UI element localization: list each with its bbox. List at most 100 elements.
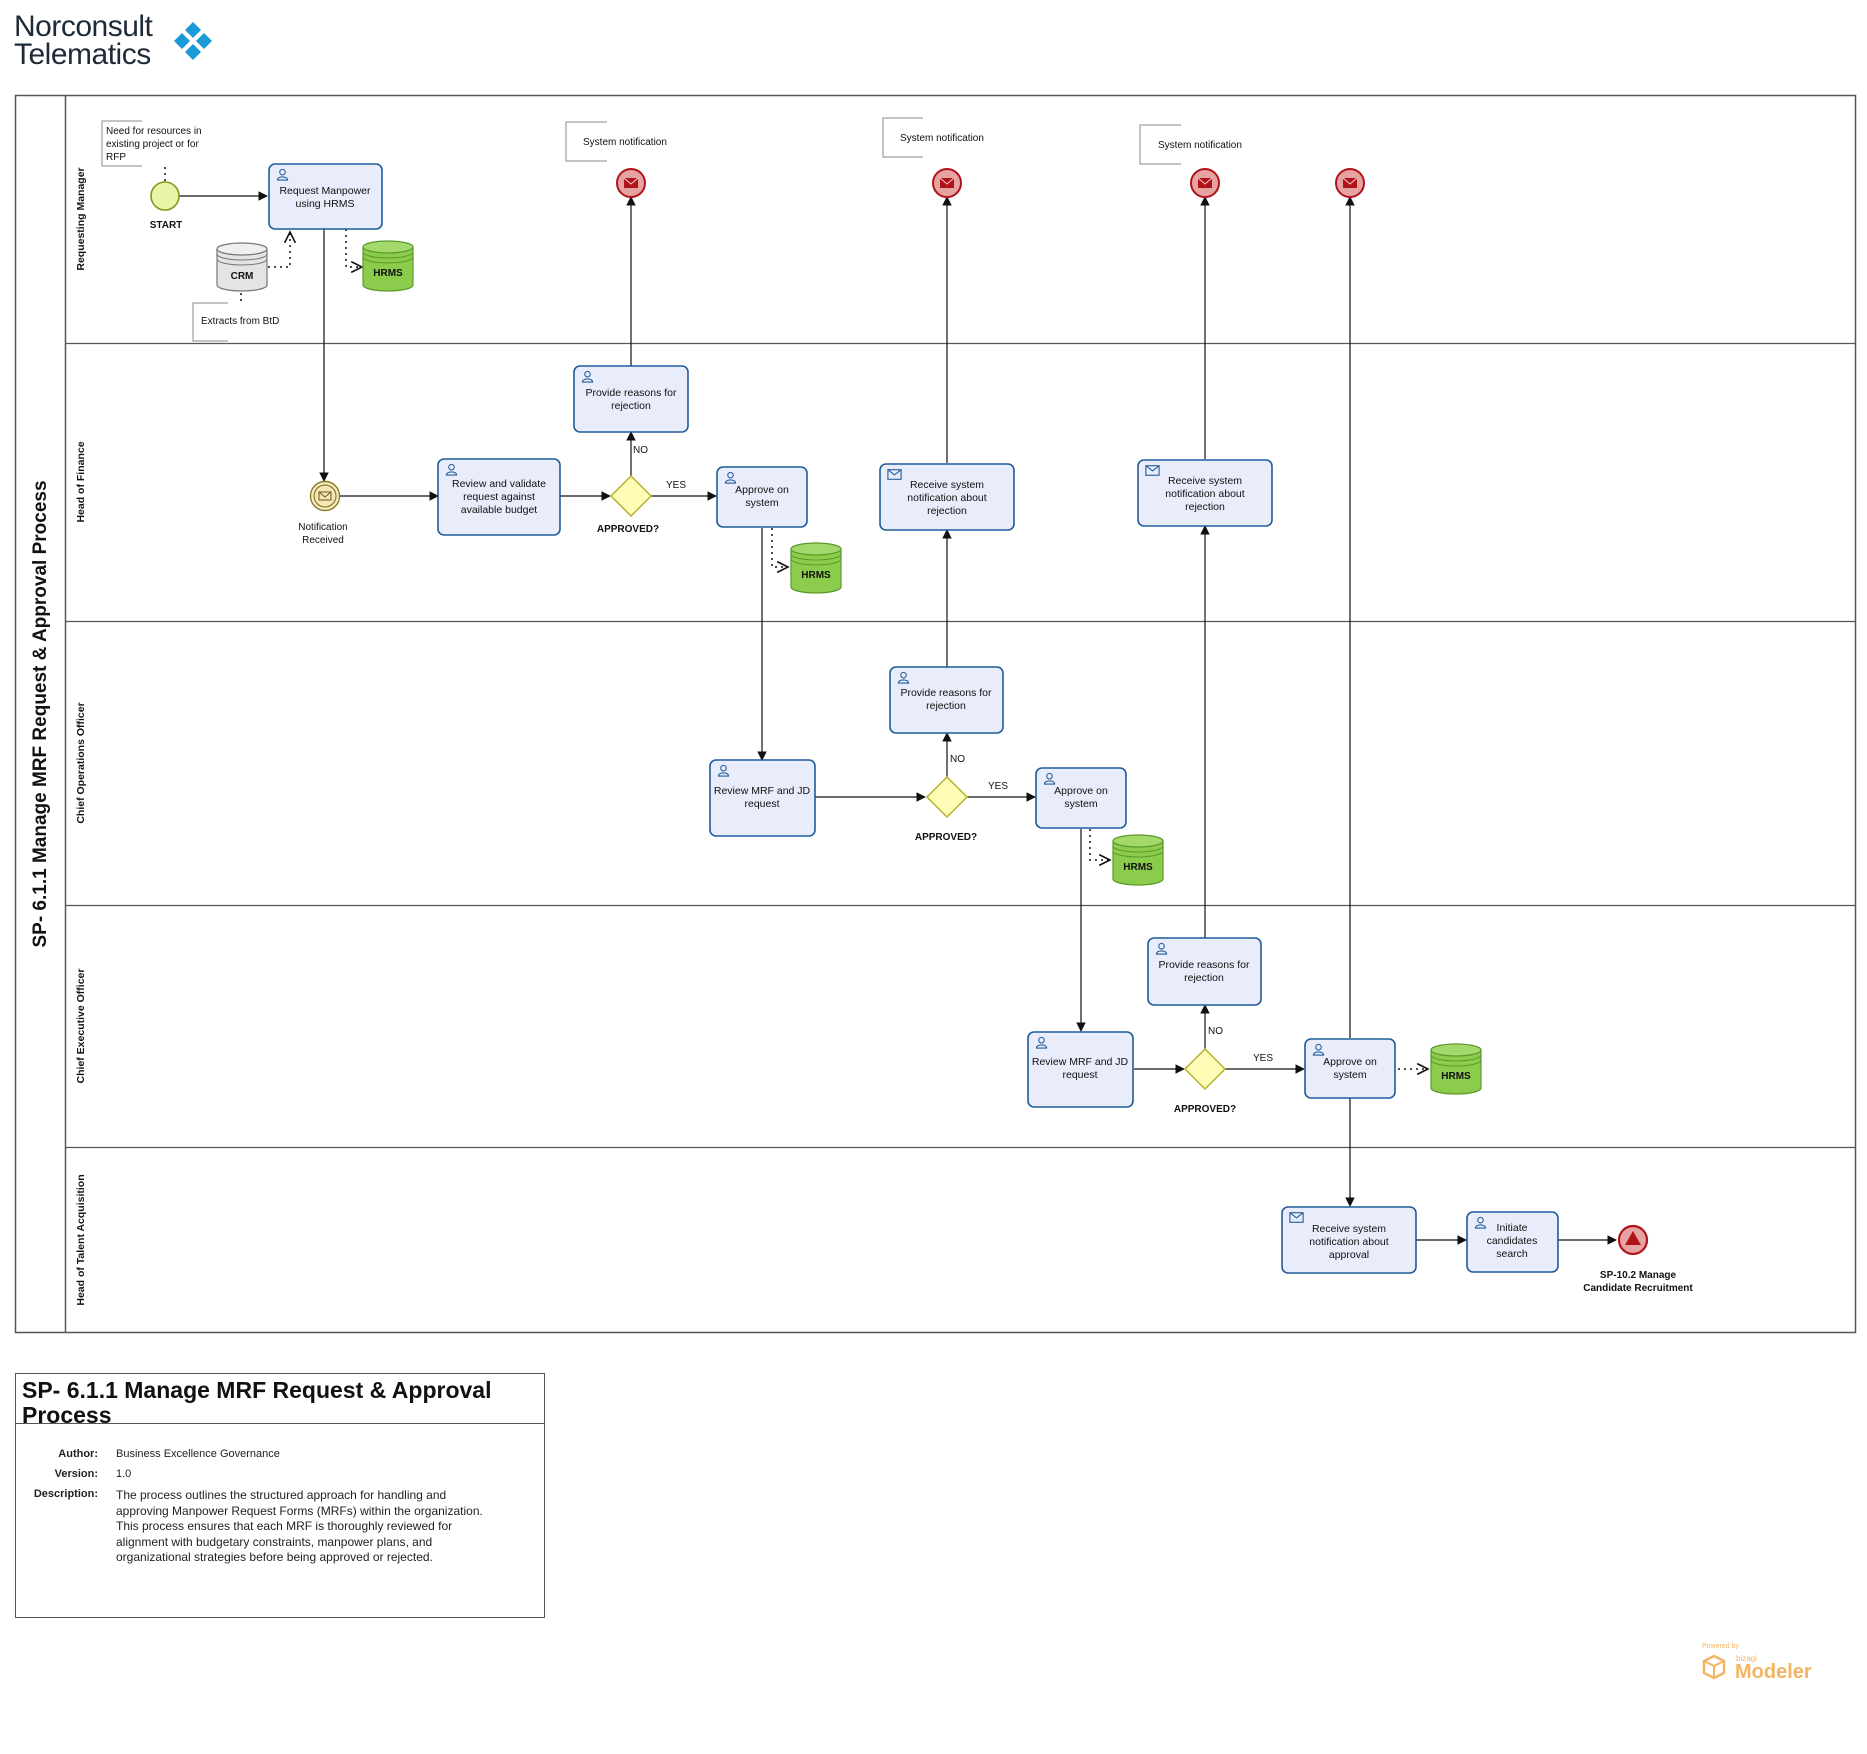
task-approve-coo[interactable]: Approve on system	[1035, 767, 1127, 829]
svg-text:notification about: notification about	[1309, 1236, 1388, 1248]
start-event[interactable]	[150, 181, 180, 211]
version-value: 1.0	[116, 1468, 132, 1480]
task-review-mrf-ceo[interactable]: Review MRF and JD request	[1027, 1031, 1134, 1108]
description-line: organizational strategies before being a…	[116, 1550, 433, 1564]
message-end-event-4[interactable]	[1335, 168, 1365, 198]
task-approve-finance[interactable]: Approve on system	[716, 466, 808, 528]
svg-text:Provide reasons for: Provide reasons for	[1158, 959, 1250, 971]
envelope-icon	[939, 177, 955, 188]
svg-text:Request Manpower: Request Manpower	[279, 185, 371, 197]
description-line: approving Manpower Request Forms (MRFs) …	[116, 1503, 483, 1518]
task-reasons-rejection-finance[interactable]: Provide reasons for rejection	[573, 365, 689, 433]
lane-label-coo: Chief Operations Officer	[75, 702, 87, 823]
svg-text:Review MRF and JD: Review MRF and JD	[1032, 1056, 1129, 1068]
svg-text:Receive system: Receive system	[1168, 475, 1242, 487]
svg-text:candidates: candidates	[1487, 1235, 1538, 1247]
task-request-manpower[interactable]: Request Manpower using HRMS	[268, 163, 383, 230]
lane-label-ceo: Chief Executive Officer	[75, 969, 87, 1084]
task-receive-approval-ta[interactable]: Receive system notification about approv…	[1281, 1206, 1417, 1274]
company-logo: Norconsult Telematics	[14, 12, 234, 72]
message-end-event-2[interactable]	[932, 168, 962, 198]
end-event-label-2: Candidate Recruitment	[1583, 1283, 1693, 1294]
message-end-event-3[interactable]	[1190, 168, 1220, 198]
envelope-icon	[623, 177, 639, 188]
process-info-title-line2: Process	[22, 1402, 112, 1428]
svg-text:rejection: rejection	[926, 700, 966, 712]
description-line: The process outlines the structured appr…	[116, 1488, 447, 1502]
envelope-icon	[1342, 177, 1358, 188]
task-approve-ceo[interactable]: Approve on system	[1304, 1038, 1396, 1099]
flow-label-no-fin: NO	[633, 445, 648, 456]
description-value: The process outlines the structured appr…	[116, 1488, 526, 1566]
process-info-title: SP- 6.1.1 Manage MRF Request & Approval …	[16, 1374, 544, 1428]
svg-text:system: system	[745, 497, 779, 509]
task-receive-rejection-2[interactable]: Receive system notification about reject…	[1137, 459, 1273, 527]
svg-text:Provide reasons for: Provide reasons for	[900, 687, 992, 699]
task-initiate-candidates-search[interactable]: Initiate candidates search	[1466, 1211, 1559, 1273]
svg-text:available budget: available budget	[461, 504, 538, 516]
svg-text:Approve on: Approve on	[1054, 785, 1108, 797]
task-receive-rejection-1[interactable]: Receive system notification about reject…	[879, 463, 1015, 531]
annotation-need-resources: Need for resources in existing project o…	[101, 120, 202, 167]
flow-label-no-ceo: NO	[1208, 1026, 1223, 1037]
svg-text:Review MRF and JD: Review MRF and JD	[714, 785, 811, 797]
task-review-mrf-coo[interactable]: Review MRF and JD request	[709, 759, 816, 837]
bizagi-cube-icon	[1702, 1654, 1726, 1680]
gateway-label-coo: APPROVED?	[915, 832, 977, 843]
author-label: Author:	[58, 1448, 98, 1460]
notification-received-event[interactable]	[309, 480, 341, 512]
task-review-validate-budget[interactable]: Review and validate request against avai…	[437, 458, 561, 536]
gateway-approved-coo[interactable]	[925, 775, 969, 819]
lane-label-requesting-manager: Requesting Manager	[75, 167, 87, 270]
notification-received-label-2: Received	[302, 535, 344, 546]
version-label: Version:	[54, 1468, 98, 1480]
svg-text:approval: approval	[1329, 1249, 1369, 1261]
description-line: alignment with budgetary constraints, ma…	[116, 1534, 433, 1549]
flow-label-yes-fin: YES	[666, 480, 686, 491]
gateway-approved-finance[interactable]	[609, 474, 653, 518]
svg-text:Approve on: Approve on	[735, 484, 789, 496]
assoc-request-to-hrms	[345, 229, 362, 267]
svg-text:System notification: System notification	[1158, 140, 1242, 151]
svg-text:system: system	[1064, 798, 1098, 810]
process-info-title-line1: SP- 6.1.1 Manage MRF Request & Approval	[22, 1377, 492, 1403]
powered-by-badge: Powered by bizagi Modeler	[1702, 1643, 1812, 1683]
hrms-datastore-1[interactable]: HRMS	[362, 240, 414, 292]
svg-text:Approve on: Approve on	[1323, 1056, 1377, 1068]
associations	[164, 166, 1428, 1069]
svg-text:Need for resources in: Need for resources in	[106, 126, 202, 137]
task-reasons-rejection-ceo[interactable]: Provide reasons for rejection	[1147, 937, 1262, 1006]
hrms-datastore-3[interactable]: HRMS	[1112, 834, 1164, 886]
hrms-datastore-4[interactable]: HRMS	[1430, 1043, 1482, 1095]
svg-text:Provide reasons for: Provide reasons for	[585, 387, 677, 399]
svg-text:rejection: rejection	[611, 400, 651, 412]
svg-text:rejection: rejection	[927, 505, 967, 517]
escalation-end-event[interactable]	[1617, 1224, 1649, 1256]
svg-text:rejection: rejection	[1185, 501, 1225, 513]
task-reasons-rejection-coo[interactable]: Provide reasons for rejection	[889, 666, 1004, 734]
svg-text:System notification: System notification	[900, 133, 984, 144]
pool-title: SP- 6.1.1 Manage MRF Request & Approval …	[30, 480, 51, 947]
svg-text:System notification: System notification	[583, 137, 667, 148]
svg-text:request: request	[744, 798, 779, 810]
hrms-datastore-2[interactable]: HRMS	[790, 542, 842, 594]
crm-datastore[interactable]: CRM	[216, 242, 268, 292]
svg-text:RFP: RFP	[106, 152, 126, 163]
envelope-icon	[318, 491, 332, 501]
svg-text:Extracts from BtD: Extracts from BtD	[201, 316, 279, 327]
svg-text:Review and validate: Review and validate	[452, 478, 546, 490]
sequence-flows	[179, 191, 1617, 1245]
gateway-approved-ceo[interactable]	[1183, 1047, 1227, 1091]
process-info-box: SP- 6.1.1 Manage MRF Request & Approval …	[15, 1373, 545, 1618]
assoc-approve-coo-to-hrms	[1089, 829, 1110, 860]
annotation-system-notification-2: System notification	[882, 117, 984, 158]
hrms-datastore-label: HRMS	[373, 268, 403, 279]
envelope-icon	[1197, 177, 1213, 188]
powered-product-text: Modeler	[1735, 1661, 1812, 1683]
lane-label-head-of-talent-acquisition: Head of Talent Acquisition	[75, 1174, 87, 1305]
hrms-datastore-label: HRMS	[801, 570, 831, 581]
crm-datastore-label: CRM	[231, 271, 254, 282]
message-end-event-1[interactable]	[616, 168, 646, 198]
hrms-datastore-label: HRMS	[1441, 1071, 1471, 1082]
bpmn-diagram: SP- 6.1.1 Manage MRF Request & Approval …	[14, 94, 1857, 1334]
